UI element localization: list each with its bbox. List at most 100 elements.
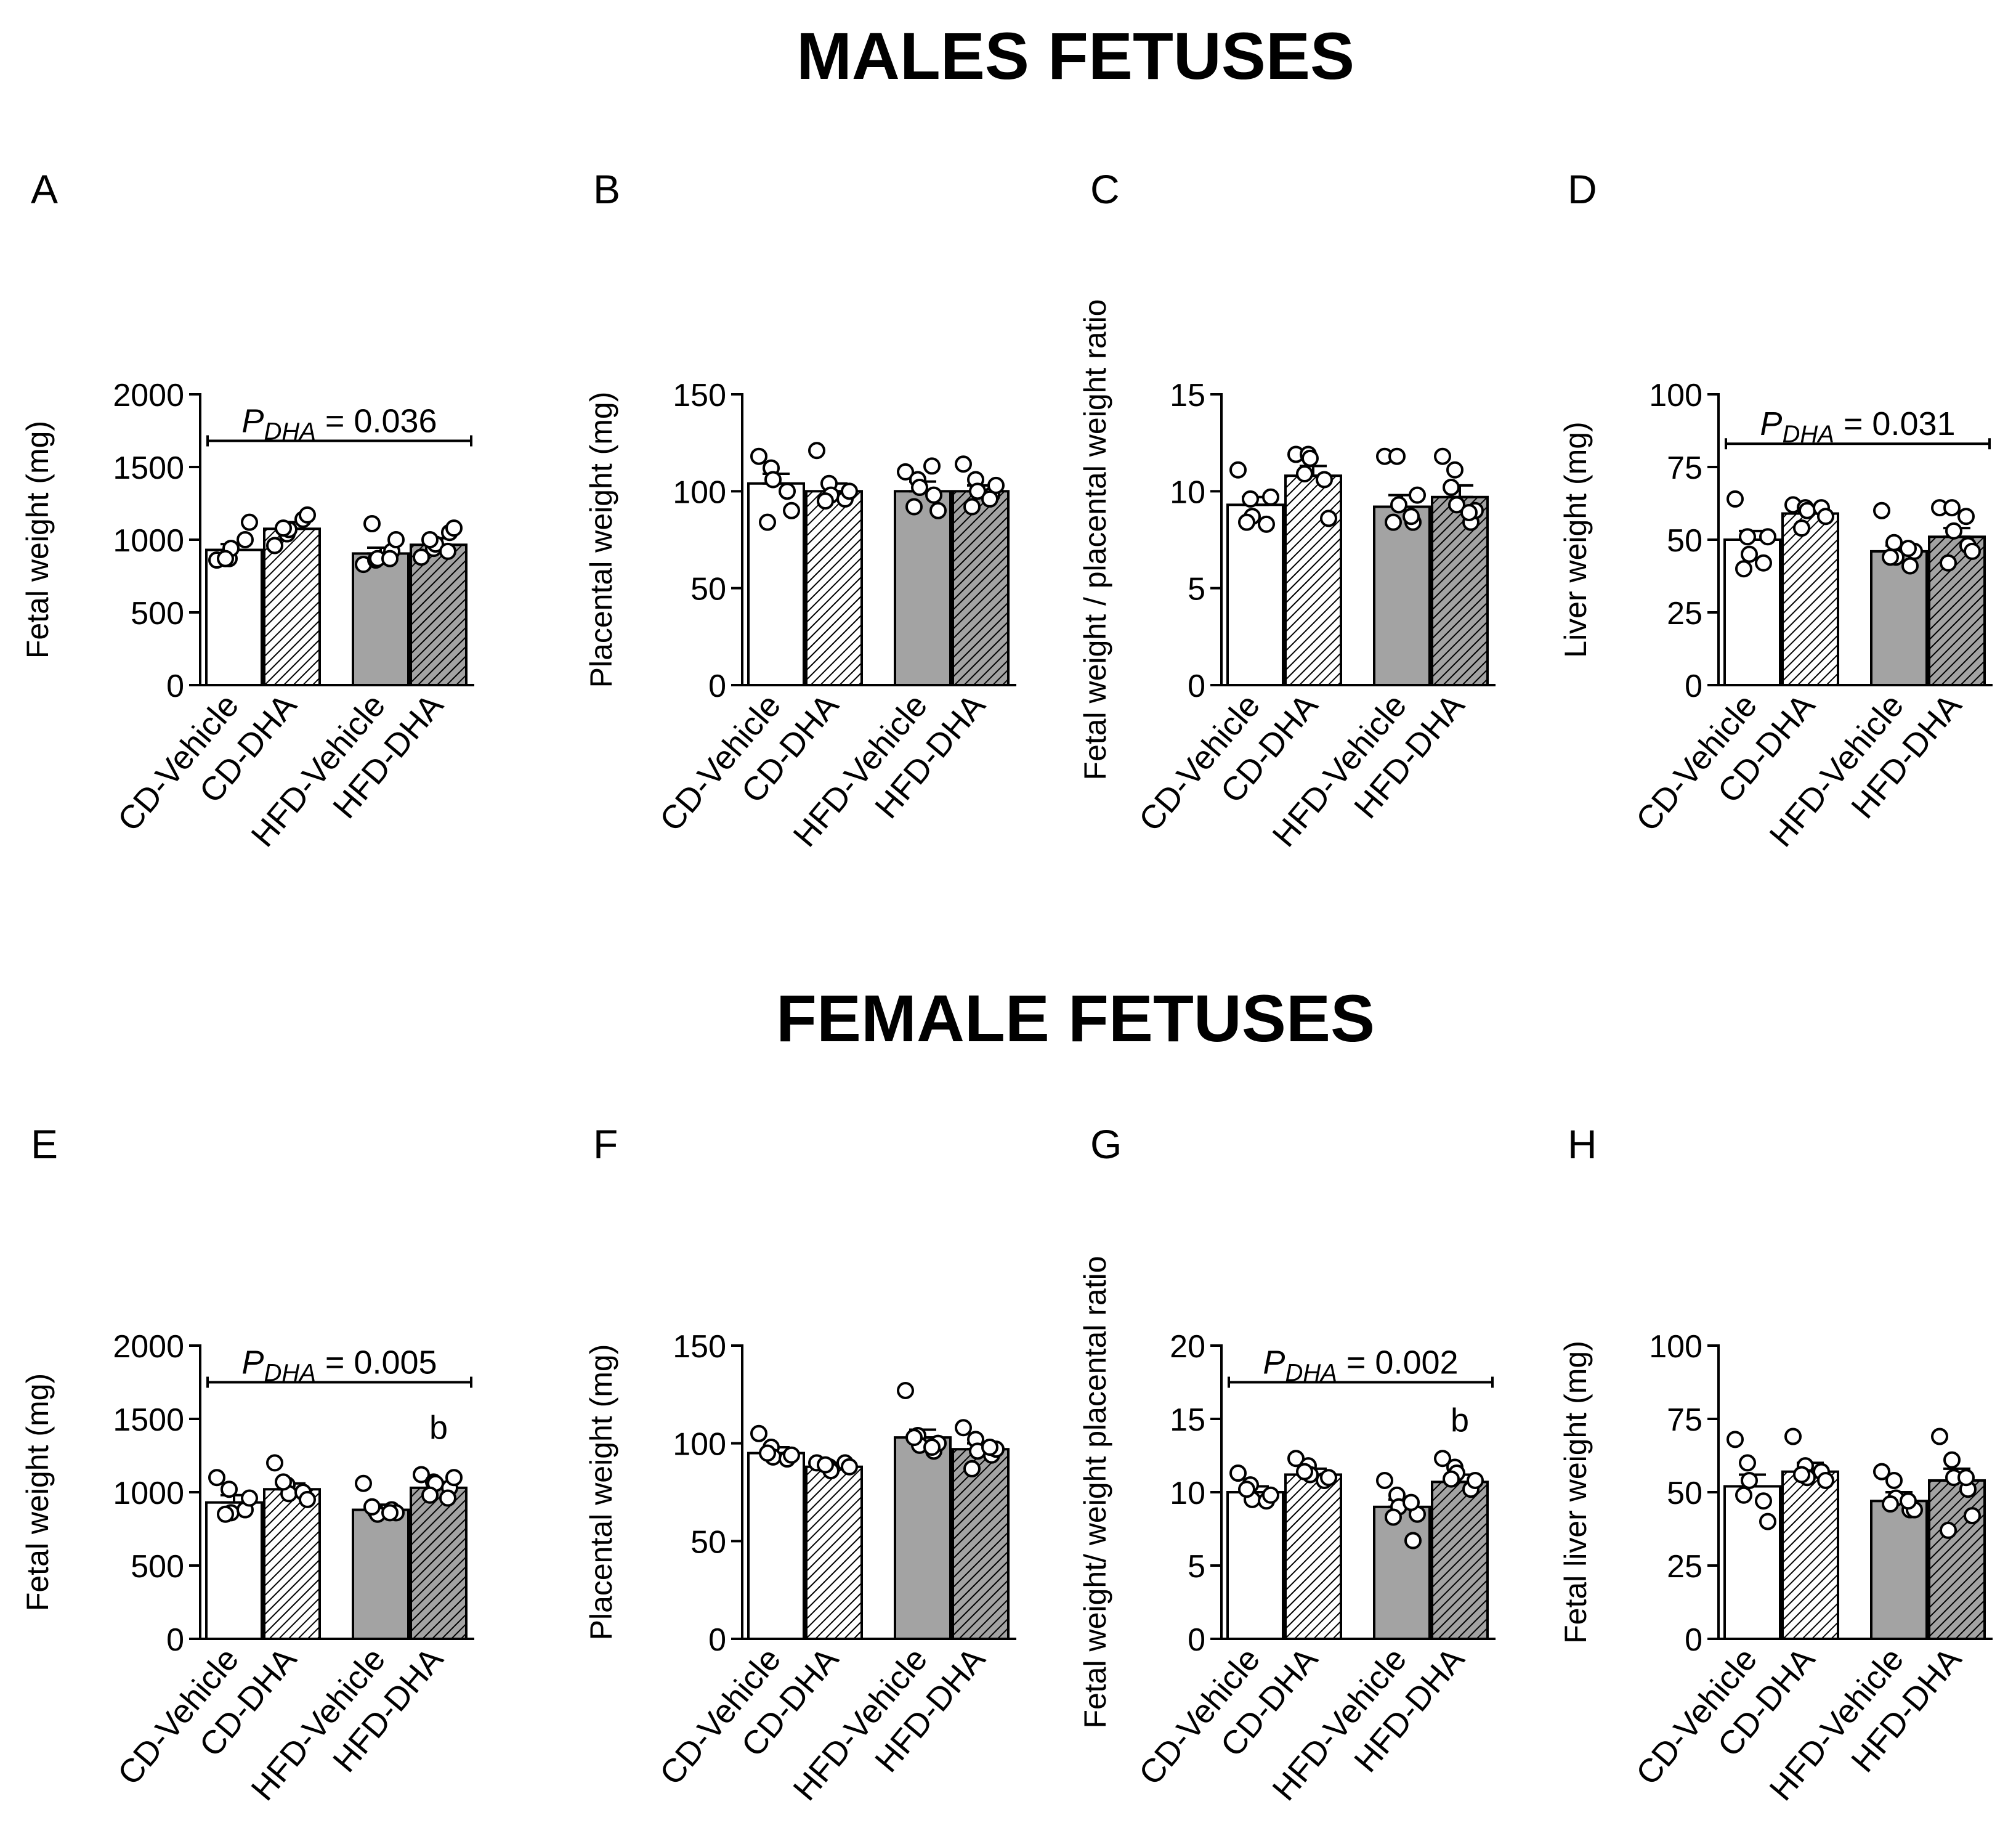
y-tick-label: 150 bbox=[673, 1329, 726, 1365]
bar-cd-vehicle bbox=[205, 1501, 263, 1640]
panel-g: G 0 5 10 15 20 Fetal weight/ weight placental … bbox=[1078, 1121, 1496, 1808]
data-point bbox=[1964, 1507, 1981, 1525]
data-point bbox=[1793, 1466, 1810, 1484]
data-point bbox=[764, 471, 782, 489]
significance-mark: b bbox=[1451, 1402, 1469, 1439]
y-tick-label: 15 bbox=[1170, 1402, 1205, 1438]
data-point bbox=[1873, 502, 1890, 519]
y-tick-label: 100 bbox=[1649, 1329, 1702, 1365]
y-tick-label: 150 bbox=[673, 378, 726, 413]
data-point bbox=[1900, 1492, 1917, 1510]
y-tick-label: 50 bbox=[690, 1524, 726, 1560]
data-point bbox=[1727, 1431, 1744, 1448]
data-point bbox=[905, 1429, 923, 1447]
y-tick-label: 0 bbox=[166, 1622, 184, 1658]
data-point bbox=[897, 1381, 914, 1399]
data-point bbox=[963, 1460, 981, 1477]
data-point bbox=[759, 1444, 776, 1462]
data-point bbox=[841, 482, 858, 500]
data-point bbox=[1727, 490, 1744, 508]
data-point bbox=[981, 490, 998, 508]
data-point bbox=[1964, 542, 1981, 560]
bar-hfd-vehicle bbox=[1870, 550, 1928, 686]
data-point bbox=[808, 442, 825, 460]
data-point bbox=[1460, 503, 1478, 521]
data-point bbox=[1799, 502, 1816, 519]
y-tick-label: 1500 bbox=[113, 1402, 184, 1438]
bar-cd-vehicle bbox=[205, 548, 263, 687]
data-point bbox=[1316, 471, 1333, 489]
data-point bbox=[1443, 1470, 1460, 1488]
y-tick-label: 0 bbox=[1685, 668, 1702, 704]
data-point bbox=[779, 482, 796, 500]
data-point bbox=[299, 506, 316, 524]
panel-label: A bbox=[31, 166, 58, 212]
y-tick-label: 25 bbox=[1667, 1549, 1702, 1585]
panel-c: C 0 5 10 15 Fetal weight / placental weight r… bbox=[1078, 166, 1496, 854]
bar-hfd-vehicle bbox=[1373, 1505, 1431, 1641]
y-tick-label: 2000 bbox=[113, 1329, 184, 1365]
panel-label: H bbox=[1568, 1121, 1597, 1167]
data-point bbox=[266, 1454, 283, 1472]
data-point bbox=[1390, 496, 1407, 514]
data-point bbox=[1242, 490, 1259, 508]
data-point bbox=[208, 1469, 225, 1487]
data-point bbox=[1434, 1450, 1451, 1468]
data-point bbox=[1262, 1486, 1279, 1504]
data-point bbox=[1229, 461, 1247, 479]
data-point bbox=[1409, 486, 1426, 504]
data-point bbox=[1376, 1471, 1393, 1489]
bar-cd-dha bbox=[263, 527, 321, 686]
data-point bbox=[1901, 557, 1919, 575]
y-tick-label: 100 bbox=[673, 1427, 726, 1463]
data-point bbox=[905, 498, 923, 516]
data-point bbox=[1446, 461, 1463, 479]
data-point bbox=[275, 519, 292, 537]
bar-hfd-dha bbox=[1431, 495, 1489, 686]
bar-cd-dha bbox=[1284, 474, 1342, 686]
y-tick-label: 500 bbox=[131, 596, 184, 632]
panel-label: C bbox=[1090, 166, 1120, 212]
data-point bbox=[1467, 1471, 1484, 1489]
y-tick-label: 0 bbox=[1188, 668, 1205, 704]
data-point bbox=[841, 1458, 858, 1476]
data-point bbox=[1817, 508, 1834, 526]
data-point bbox=[817, 492, 834, 510]
data-point bbox=[445, 1469, 463, 1487]
data-point bbox=[1957, 508, 1975, 526]
data-point bbox=[923, 1439, 941, 1456]
y-tick-label: 10 bbox=[1170, 474, 1205, 510]
data-point bbox=[923, 457, 941, 475]
data-point bbox=[1755, 1492, 1772, 1510]
data-point bbox=[783, 502, 800, 519]
y-tick-label: 25 bbox=[1667, 596, 1702, 632]
y-tick-label: 50 bbox=[1667, 1476, 1702, 1511]
bar-cd-dha bbox=[805, 490, 863, 686]
data-point bbox=[929, 502, 947, 519]
bar-hfd-dha bbox=[952, 1448, 1010, 1641]
data-point bbox=[1258, 515, 1275, 533]
data-point bbox=[955, 455, 972, 473]
data-point bbox=[1404, 1532, 1422, 1550]
p-value-annotation: PDHA = 0.005 bbox=[241, 1344, 437, 1387]
data-point bbox=[1262, 488, 1279, 506]
data-point bbox=[1320, 510, 1337, 527]
data-point bbox=[381, 550, 399, 567]
bar-cd-vehicle bbox=[1226, 503, 1284, 686]
panel-label: G bbox=[1090, 1121, 1122, 1167]
panel-label: F bbox=[593, 1121, 618, 1167]
data-point bbox=[1900, 540, 1917, 558]
y-tick-label: 75 bbox=[1667, 450, 1702, 486]
panel-label: B bbox=[593, 166, 620, 212]
data-point bbox=[421, 531, 439, 548]
data-point bbox=[925, 486, 942, 504]
p-value-annotation: PDHA = 0.031 bbox=[1760, 405, 1955, 448]
y-tick-label: 5 bbox=[1188, 1549, 1205, 1585]
bar-hfd-vehicle bbox=[894, 1436, 952, 1641]
data-point bbox=[221, 1481, 238, 1498]
significance-mark: b bbox=[429, 1409, 448, 1446]
data-point bbox=[1940, 554, 1957, 572]
